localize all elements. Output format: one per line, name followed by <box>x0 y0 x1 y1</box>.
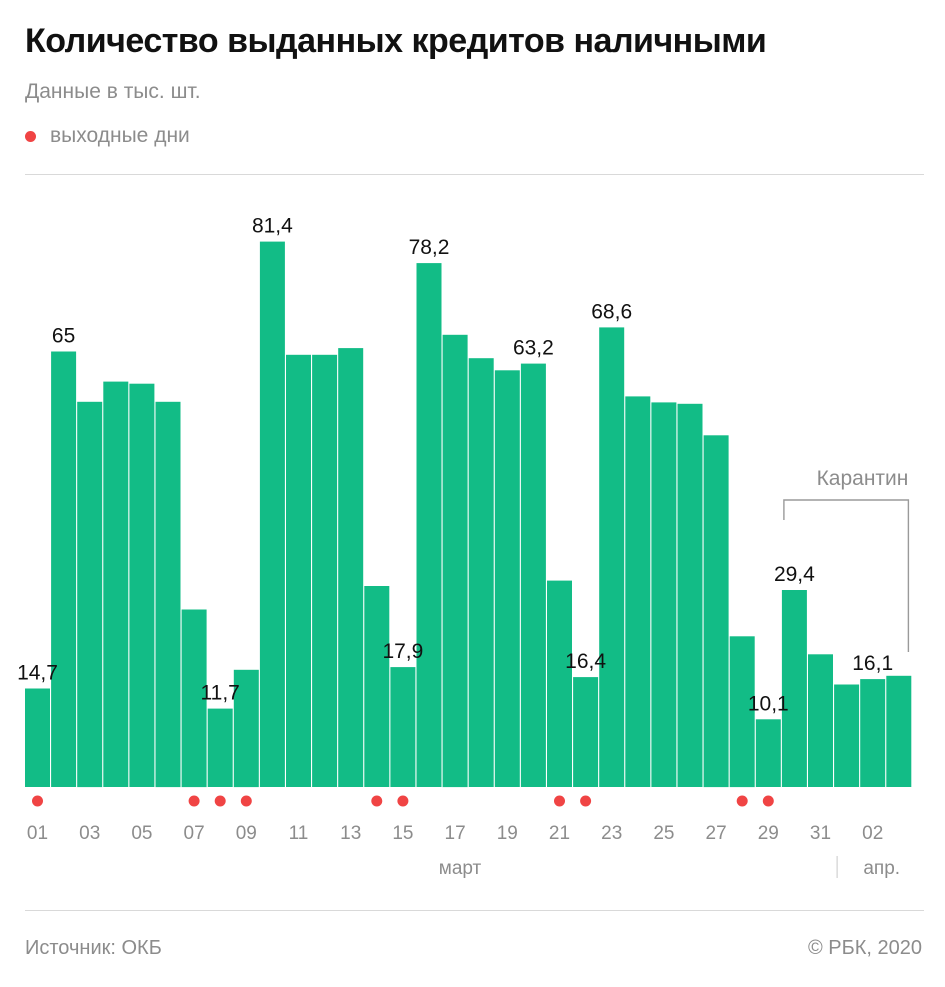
bar <box>155 401 181 788</box>
bar <box>233 669 259 788</box>
x-tick-label: 19 <box>497 823 518 844</box>
bar <box>860 679 886 787</box>
x-tick-label: 11 <box>289 823 309 844</box>
x-tick-label: 27 <box>706 823 727 844</box>
weekend-marker <box>240 795 252 807</box>
bar <box>781 590 807 787</box>
bar <box>573 677 599 787</box>
weekend-marker <box>371 795 383 807</box>
copyright: © РБК, 2020 <box>807 937 922 959</box>
data-label: 29,4 <box>774 563 815 586</box>
weekend-dot-icon <box>25 130 36 142</box>
bar <box>51 351 77 787</box>
bar <box>103 381 129 787</box>
data-label: 65 <box>52 325 75 348</box>
x-tick-label: 21 <box>549 823 570 844</box>
data-label: 14,7 <box>17 662 58 685</box>
bar <box>416 263 442 788</box>
weekend-marker <box>214 795 226 807</box>
bar <box>625 396 651 787</box>
data-label: 17,9 <box>382 640 423 663</box>
quarantine-label: Карантин <box>817 467 909 490</box>
data-label: 78,2 <box>409 236 450 259</box>
legend: выходные дни <box>25 124 190 148</box>
bar <box>703 435 729 788</box>
x-tick-label: 23 <box>601 823 622 844</box>
legend-label: выходные дни <box>50 124 190 147</box>
bar <box>442 334 468 788</box>
weekend-marker <box>397 795 409 807</box>
bar <box>520 363 546 787</box>
month-label: апр. <box>863 858 900 879</box>
bar <box>808 654 833 787</box>
bar <box>547 580 572 787</box>
bar <box>181 609 207 788</box>
bar <box>286 354 311 787</box>
x-tick-label: 31 <box>810 823 831 844</box>
quarantine-bracket <box>783 499 910 652</box>
x-tick-label: 02 <box>862 823 883 844</box>
x-tick-label: 05 <box>131 823 152 844</box>
bar <box>834 684 860 787</box>
data-label: 11,7 <box>201 682 240 705</box>
bar <box>259 241 285 788</box>
x-tick-label: 09 <box>236 823 257 844</box>
weekend-marker <box>736 795 748 807</box>
x-tick-label: 13 <box>340 823 361 844</box>
source-note: Источник: ОКБ <box>25 937 162 959</box>
x-tick-label: 03 <box>79 823 100 844</box>
month-label: март <box>439 858 482 879</box>
top-divider <box>25 174 924 175</box>
bar <box>677 403 703 787</box>
bar <box>886 675 912 787</box>
bar <box>729 636 755 788</box>
bar <box>468 358 494 787</box>
x-tick-label: 29 <box>758 823 779 844</box>
bar <box>207 708 233 787</box>
x-tick-label: 15 <box>392 823 413 844</box>
bar <box>364 586 390 787</box>
data-label: 81,4 <box>252 215 293 238</box>
data-label: 16,4 <box>565 650 606 673</box>
data-label: 63,2 <box>513 337 554 360</box>
weekend-marker <box>762 795 774 807</box>
data-label: 16,1 <box>852 652 893 675</box>
x-tick-label: 07 <box>184 823 205 844</box>
weekend-marker <box>32 795 43 807</box>
bar <box>494 370 520 787</box>
weekend-marker <box>580 795 592 807</box>
bar <box>390 667 416 787</box>
x-tick-label: 01 <box>27 823 48 844</box>
x-tick-label: 17 <box>445 823 466 844</box>
x-tick-label: 25 <box>653 823 674 844</box>
bar <box>312 354 338 787</box>
bar <box>338 348 364 787</box>
bar <box>755 719 781 787</box>
bar <box>77 401 103 788</box>
bar <box>651 402 677 787</box>
weekend-marker <box>188 795 200 807</box>
bar <box>25 688 50 787</box>
weekend-marker <box>554 795 565 807</box>
chart-subtitle: Данные в тыс. шт. <box>25 80 201 103</box>
bar <box>599 327 625 787</box>
chart-title: Количество выданных кредитов наличными <box>25 22 767 60</box>
bottom-divider <box>25 910 924 911</box>
data-label: 10,1 <box>748 692 789 715</box>
bar <box>129 383 155 787</box>
data-label: 68,6 <box>591 300 632 323</box>
